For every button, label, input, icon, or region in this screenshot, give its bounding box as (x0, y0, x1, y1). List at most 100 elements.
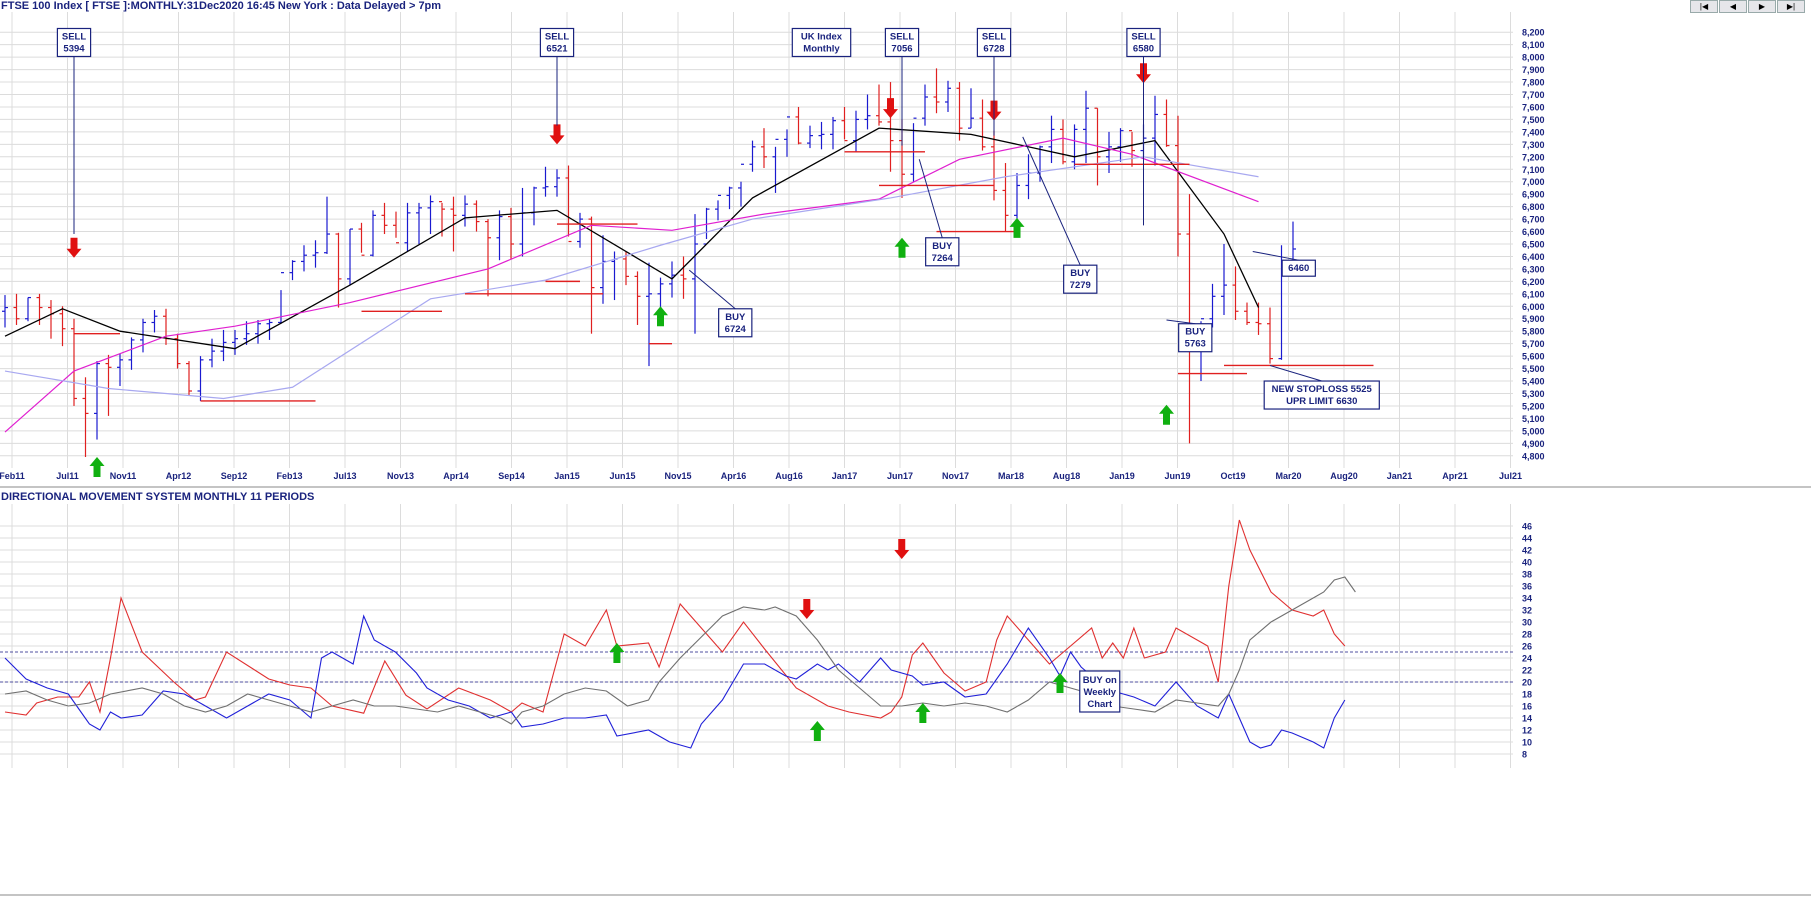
ohlc-bar (1094, 107, 1101, 186)
ohlc-bar (1117, 128, 1124, 162)
annotation-box (1063, 264, 1098, 294)
dms-tick-label: 8 (1522, 750, 1527, 760)
ohlc-bar (956, 82, 963, 141)
price-tick-label: 8,000 (1522, 53, 1545, 63)
x-tick-label: Jan19 (1109, 471, 1135, 481)
ohlc-bar (680, 256, 687, 299)
annotation-text: SELL (890, 31, 914, 42)
annotation-text: UPR LIMIT 6630 (1286, 396, 1357, 407)
nav-last-button[interactable]: ▶| (1777, 0, 1805, 13)
ohlc-bar (784, 116, 790, 157)
ohlc-bar (117, 353, 123, 387)
ohlc-bar (876, 84, 882, 126)
ohlc-bar (427, 195, 434, 235)
ohlc-bar (933, 68, 940, 114)
price-tick-label: 6,300 (1522, 264, 1545, 274)
annotation-box (791, 27, 852, 58)
ohlc-bar (646, 262, 652, 367)
ohlc-bar (71, 318, 77, 406)
annotation-text: SELL (1131, 31, 1155, 42)
x-tick-label: Mar20 (1275, 471, 1301, 481)
annotation-text: SELL (62, 31, 86, 42)
ohlc-bar (335, 232, 342, 308)
ohlc-bar (1267, 307, 1273, 364)
ohlc-bar (807, 125, 813, 149)
price-tick-label: 6,900 (1522, 190, 1545, 200)
dms-tick-label: 20 (1522, 678, 1532, 688)
ohlc-bar (508, 207, 514, 259)
ohlc-bar (1060, 119, 1066, 165)
x-tick-label: Jun15 (609, 471, 635, 481)
ohlc-bar (979, 99, 986, 151)
ohlc-bar (565, 165, 572, 243)
annotation-text: UK Index (801, 31, 843, 42)
nav-next-button[interactable]: ▶ (1748, 0, 1776, 13)
ohlc-bar (910, 117, 917, 182)
price-tick-label: 7,800 (1522, 78, 1545, 88)
annotation-box (718, 308, 753, 338)
price-annotation: 6460 (1281, 259, 1316, 277)
ohlc-bar (692, 214, 698, 334)
price-tick-label: 6,600 (1522, 227, 1545, 237)
x-tick-label: Nov17 (942, 471, 969, 481)
annotation-box (1263, 380, 1380, 410)
price-tick-label: 6,200 (1522, 277, 1545, 287)
annotation-text: Monthly (803, 43, 840, 54)
ohlc-bar (59, 306, 66, 347)
dms-tick-label: 34 (1522, 594, 1532, 604)
ohlc-bar (278, 272, 284, 324)
ohlc-bar (209, 338, 215, 368)
price-tick-label: 5,000 (1522, 426, 1545, 436)
sell-arrow (66, 237, 82, 258)
ohlc-bar (94, 361, 100, 440)
nav-first-button[interactable]: |◀ (1690, 0, 1718, 13)
dms-tick-label: 16 (1522, 702, 1532, 712)
dms-tick-label: 28 (1522, 630, 1532, 640)
ohlc-bar (519, 187, 526, 257)
ohlc-bar (761, 128, 767, 169)
price-tick-label: 7,400 (1522, 127, 1545, 137)
annotation-leader-line (688, 269, 736, 310)
annotation-text: BUY (1185, 327, 1206, 338)
buy-arrow (653, 306, 668, 327)
ohlc-bar (968, 88, 974, 129)
ohlc-bar (841, 106, 848, 142)
ohlc-bar (749, 140, 756, 172)
ohlc-bar (485, 219, 491, 297)
price-tick-label: 5,800 (1522, 327, 1545, 337)
ohlc-bar (1232, 266, 1239, 320)
dms-tick-label: 30 (1522, 618, 1532, 628)
ohlc-bar (1163, 99, 1170, 147)
ohlc-bar (1048, 115, 1055, 164)
ohlc-bar (301, 245, 307, 272)
annotation-leader-line (1022, 136, 1081, 266)
ohlc-bar (220, 329, 227, 362)
dms-buy-arrow (809, 721, 825, 741)
price-tick-label: 8,100 (1522, 40, 1545, 50)
buy-arrow (89, 457, 105, 478)
dms-tick-label: 46 (1522, 522, 1532, 532)
annotation-box (1126, 27, 1161, 58)
ohlc-bar (393, 211, 399, 244)
price-tick-label: 5,300 (1522, 389, 1545, 399)
price-tick-label: 7,000 (1522, 177, 1545, 187)
x-tick-label: Aug18 (1053, 471, 1081, 481)
dms-line-red (4, 519, 1346, 719)
x-tick-label: Jul13 (333, 471, 356, 481)
price-tick-label: 4,900 (1522, 439, 1545, 449)
x-tick-label: Jan15 (554, 471, 580, 481)
annotation-box (1178, 323, 1213, 353)
annotation-text: 6521 (546, 43, 568, 54)
ohlc-bar (232, 329, 238, 355)
nav-prev-button[interactable]: ◀ (1719, 0, 1747, 13)
dms-tick-label: 18 (1522, 690, 1532, 700)
ohlc-bar (255, 319, 261, 344)
dms-tick-label: 42 (1522, 546, 1532, 556)
price-tick-label: 5,400 (1522, 377, 1545, 387)
ohlc-bar (140, 318, 146, 353)
ohlc-bar (174, 333, 181, 369)
dms-tick-label: 14 (1522, 714, 1532, 724)
